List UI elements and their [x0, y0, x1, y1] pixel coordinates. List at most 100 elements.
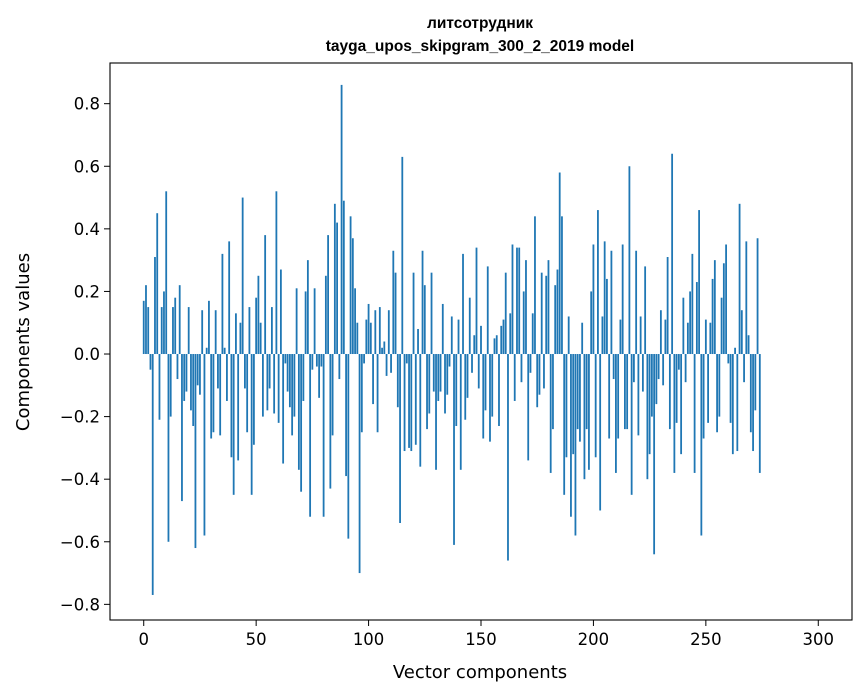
bar-152	[484, 354, 487, 411]
bar-253	[711, 278, 714, 355]
bar-140	[457, 319, 460, 355]
bar-227	[653, 354, 656, 555]
bar-25	[199, 354, 201, 395]
bar-173	[531, 313, 534, 355]
bar-199	[590, 291, 593, 355]
bar-55	[266, 354, 269, 411]
bar-153	[486, 266, 489, 355]
bar-30	[210, 354, 213, 439]
bar-70	[300, 354, 303, 492]
bar-246	[695, 282, 698, 355]
bar-221	[639, 316, 642, 355]
bar-165	[513, 354, 516, 401]
bar-262	[731, 354, 734, 455]
bar-81	[324, 275, 327, 355]
bar-69	[297, 354, 300, 470]
bar-8	[160, 307, 163, 355]
bar-249	[702, 354, 705, 439]
bar-265	[738, 203, 741, 355]
bar-244	[691, 253, 694, 355]
bar-125	[423, 285, 426, 355]
y-tick-label: −0.4	[60, 470, 100, 489]
x-tick-label: 0	[138, 630, 149, 649]
x-tick-label: 100	[353, 630, 385, 649]
bar-113	[396, 354, 399, 408]
bar-194	[579, 354, 581, 442]
bar-72	[304, 291, 307, 355]
bar-23	[194, 354, 197, 549]
bar-247	[698, 210, 700, 355]
bar-240	[682, 297, 685, 355]
bar-60	[277, 354, 280, 423]
bar-241	[684, 354, 687, 383]
bar-234	[668, 354, 671, 430]
bar-0	[142, 300, 145, 355]
bar-137	[450, 316, 453, 355]
bar-260	[727, 354, 730, 364]
bar-86	[336, 222, 338, 355]
bar-148	[475, 247, 478, 355]
y-tick-label: 0.0	[74, 345, 100, 364]
bar-218	[633, 354, 635, 383]
bar-71	[302, 354, 305, 401]
bar-256	[718, 354, 721, 417]
bar-21	[190, 354, 192, 411]
bar-112	[394, 272, 397, 355]
bar-90	[345, 354, 347, 477]
bar-210	[615, 354, 617, 473]
bar-198	[588, 354, 590, 470]
bar-73	[306, 260, 309, 355]
bar-245	[693, 354, 696, 473]
chart-title-line1: литсотрудник	[427, 15, 533, 32]
bar-15	[176, 354, 179, 380]
bar-273	[756, 238, 759, 355]
bar-170	[525, 260, 527, 355]
bar-180	[547, 260, 550, 355]
bar-235	[671, 153, 674, 355]
bar-75	[311, 354, 314, 370]
bar-236	[673, 354, 676, 473]
bar-135	[446, 354, 449, 395]
bar-255	[716, 354, 718, 433]
bar-27	[203, 354, 206, 536]
plot-frame	[109, 62, 853, 621]
bar-50	[255, 297, 258, 355]
bar-190	[570, 354, 572, 517]
bar-139	[455, 354, 458, 426]
bar-46	[246, 354, 249, 433]
bar-183	[554, 285, 557, 355]
bar-116	[403, 354, 406, 452]
bar-166	[516, 247, 518, 355]
bar-203	[599, 354, 602, 511]
bar-250	[704, 319, 707, 355]
bar-162	[507, 354, 509, 561]
bar-18	[183, 354, 186, 401]
bar-124	[421, 250, 424, 355]
bar-56	[268, 354, 271, 389]
x-axis-label: Vector components	[393, 662, 567, 683]
bar-270	[749, 354, 752, 433]
bar-196	[583, 354, 586, 480]
bar-6	[156, 213, 159, 355]
bar-85	[333, 203, 336, 355]
bar-117	[405, 354, 408, 364]
bar-59	[275, 191, 278, 355]
bar-138	[453, 354, 455, 545]
y-tick-label: 0.4	[74, 220, 100, 239]
bar-98	[363, 354, 365, 364]
bar-157	[495, 335, 498, 355]
bar-160	[502, 319, 505, 355]
bar-43	[239, 322, 242, 355]
bar-177	[540, 272, 543, 355]
bar-1	[145, 285, 147, 355]
bar-35	[221, 253, 224, 355]
bar-111	[392, 250, 395, 355]
bar-269	[747, 335, 750, 355]
bar-142	[462, 253, 464, 355]
bar-108	[385, 354, 388, 376]
chart-title-line2: tayga_upos_skipgram_300_2_2019 model	[326, 38, 634, 55]
bar-66	[291, 354, 294, 436]
bar-42	[237, 354, 240, 461]
bar-118	[408, 354, 410, 448]
bar-79	[320, 354, 323, 367]
